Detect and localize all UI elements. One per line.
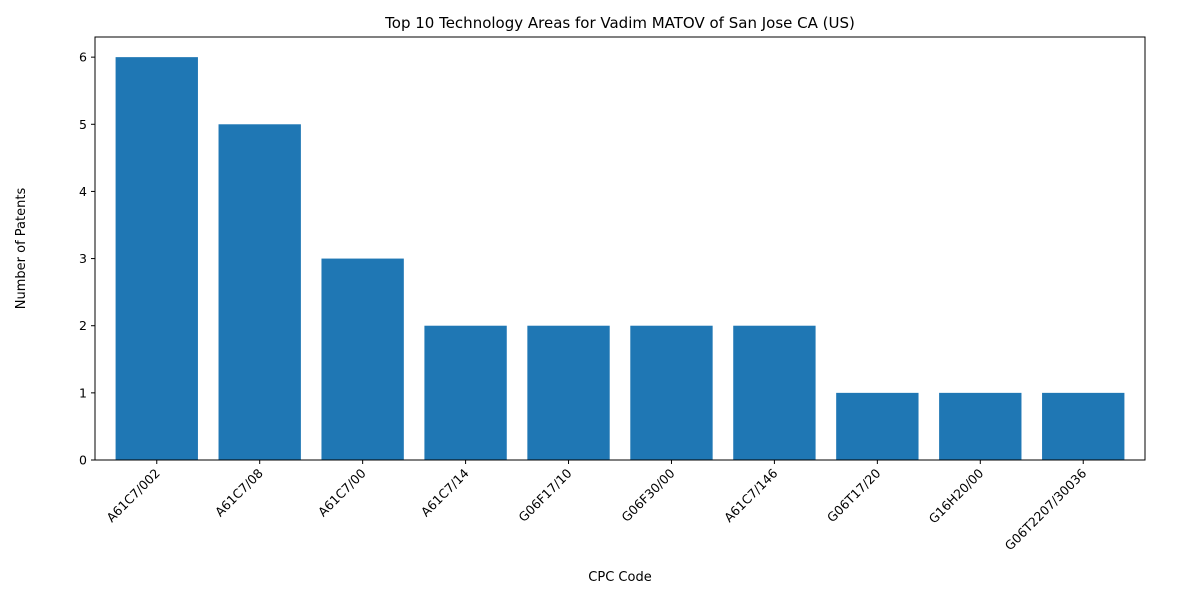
x-tick-label: G06T17/20 <box>824 465 884 525</box>
x-axis-label: CPC Code <box>588 570 651 585</box>
y-tick-label: 6 <box>79 50 87 65</box>
chart-title: Top 10 Technology Areas for Vadim MATOV … <box>384 14 855 32</box>
x-tick-label: G06F17/10 <box>515 465 574 524</box>
x-tick-label: A61C7/00 <box>315 465 369 519</box>
bar-G06F17/10 <box>527 326 609 460</box>
y-axis-ticks: 0 1 2 3 4 5 6 <box>79 50 95 468</box>
bar-A61C7/14 <box>424 326 506 460</box>
y-axis-label: Number of Patents <box>14 188 29 310</box>
y-tick-label: 1 <box>79 385 87 400</box>
bar-G06T17/20 <box>836 393 918 460</box>
x-tick-label: A61C7/14 <box>418 465 472 519</box>
x-tick-label: A61C7/08 <box>212 465 266 519</box>
x-axis-ticks: A61C7/002 A61C7/08 A61C7/00 A61C7/14 G06F17/… <box>103 460 1089 553</box>
bar-A61C7/002 <box>116 57 198 460</box>
bar-G16H20/00 <box>939 393 1021 460</box>
y-tick-label: 4 <box>79 184 87 199</box>
x-tick-label: G06F30/00 <box>618 465 677 524</box>
x-tick-label: G16H20/00 <box>926 465 987 526</box>
bar-A61C7/08 <box>219 124 301 460</box>
y-tick-label: 2 <box>79 318 87 333</box>
bars-group <box>116 57 1125 460</box>
x-tick-label: A61C7/146 <box>721 465 781 525</box>
bar-G06T2207/30036 <box>1042 393 1124 460</box>
bar-A61C7/00 <box>321 259 403 460</box>
bar-A61C7/146 <box>733 326 815 460</box>
bar-G06F30/00 <box>630 326 712 460</box>
y-tick-label: 5 <box>79 117 87 132</box>
x-tick-label: G06T2207/30036 <box>1002 465 1090 553</box>
y-tick-label: 3 <box>79 251 87 266</box>
x-tick-label: A61C7/002 <box>103 466 163 526</box>
y-tick-label: 0 <box>79 453 87 468</box>
